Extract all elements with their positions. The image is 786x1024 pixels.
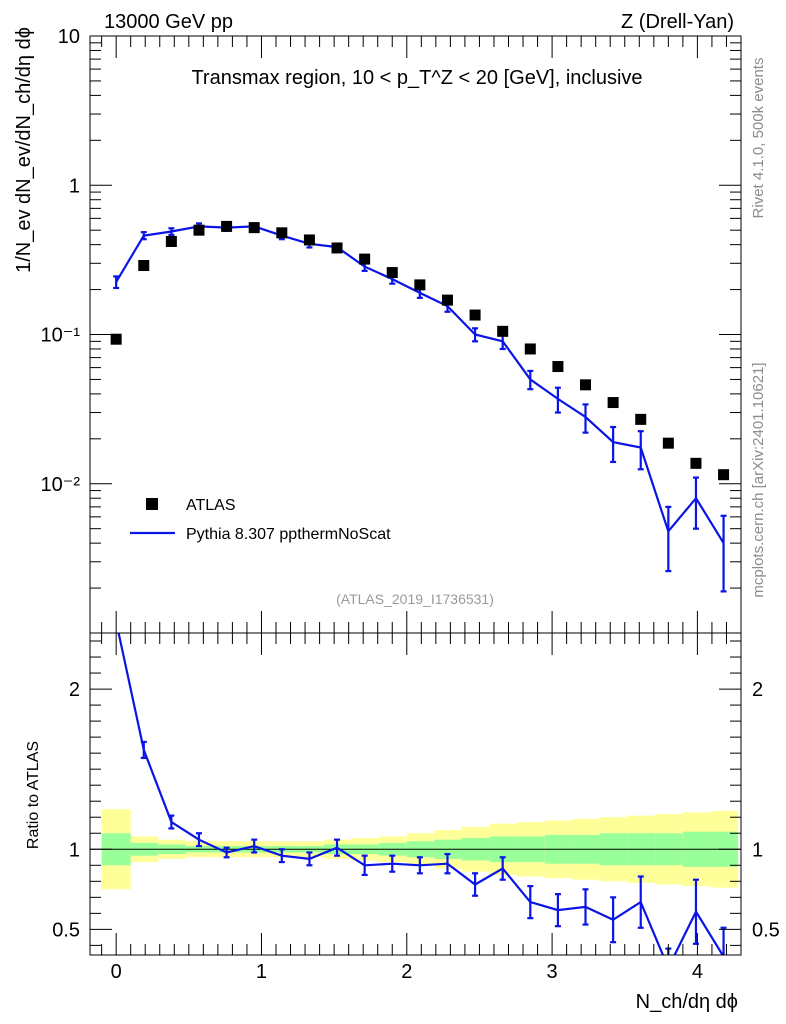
main-y-tick-label: 10⁻² <box>41 474 81 496</box>
ratio-y-axis-label: Ratio to ATLAS <box>25 741 42 849</box>
atlas-data-point <box>662 437 674 449</box>
atlas-data-point <box>524 343 536 355</box>
mcplots-label: mcplots.cern.ch [arXiv:2401.10621] <box>750 362 767 597</box>
atlas-data-point <box>635 413 647 425</box>
main-y-tick-label: 10 <box>58 26 80 48</box>
main-y-tick-labels: 10 1 10⁻¹ 10⁻² <box>41 26 81 496</box>
x-tick-label: 3 <box>547 961 558 983</box>
x-tick-label: 2 <box>401 961 412 983</box>
main-panel: 10 1 10⁻¹ 10⁻² Transmax region, 10 < p_T^Z … <box>13 26 742 634</box>
atlas-data-point <box>303 234 315 246</box>
ratio-panel: 0.5 0.5 1 1 2 2 0 1 2 3 4 Ratio to ATLAS N_ch/dη … <box>25 632 780 1013</box>
ratio-x-ticks <box>101 633 742 955</box>
rivet-label: Rivet 4.1.0, 500k events <box>750 58 767 219</box>
ratio-frame <box>89 632 742 956</box>
atlas-data-point <box>718 469 730 481</box>
x-axis-label: N_ch/dη dϕ <box>636 991 738 1013</box>
atlas-data-point <box>552 361 564 373</box>
atlas-data-point <box>469 309 481 321</box>
legend-atlas-label: ATLAS <box>186 497 236 514</box>
legend-pythia-label: Pythia 8.307 ppthermNoScat <box>186 526 391 543</box>
main-y-tick-label: 1 <box>69 175 80 197</box>
main-y-ticks <box>90 35 741 634</box>
atlas-data-point <box>359 253 371 265</box>
ratio-y-tick-label-right: 1 <box>752 839 763 861</box>
pythia-series-line <box>115 225 725 544</box>
atlas-data-point <box>386 267 398 279</box>
main-marks <box>110 220 730 593</box>
ratio-y-tick-label-right: 2 <box>752 679 763 701</box>
atlas-data-point <box>441 294 453 306</box>
legend-atlas-marker <box>146 498 158 510</box>
atlas-data-point <box>690 457 702 469</box>
ratio-y-ticks <box>90 640 741 946</box>
atlas-data-point <box>607 397 619 409</box>
main-y-tick-label: 10⁻¹ <box>41 325 81 347</box>
atlas-data-point <box>248 222 260 234</box>
atlas-data-point <box>110 333 122 345</box>
atlas-data-point <box>497 325 509 337</box>
ratio-y-tick-labels: 0.5 0.5 1 1 2 2 <box>52 679 780 941</box>
x-tick-labels: 0 1 2 3 4 <box>111 961 703 983</box>
ratio-y-tick-label-left: 2 <box>69 679 80 701</box>
atlas-data-point <box>193 224 205 236</box>
main-x-ticks <box>101 36 742 633</box>
header-right: Z (Drell-Yan) <box>621 11 734 33</box>
atlas-data-point <box>414 279 426 291</box>
atlas-data-point <box>165 235 177 247</box>
ratio-y-tick-label-left: 1 <box>69 839 80 861</box>
ratio-marks <box>117 633 727 955</box>
ratio-y-tick-label-right: 0.5 <box>752 919 780 941</box>
ratio-y-tick-label-left: 0.5 <box>52 919 80 941</box>
atlas-data-point <box>138 259 150 271</box>
ratio-series-line <box>117 633 724 955</box>
header-left: 13000 GeV pp <box>104 11 233 33</box>
main-frame <box>89 35 742 634</box>
x-tick-label: 4 <box>692 961 703 983</box>
analysis-watermark: (ATLAS_2019_I1736531) <box>336 591 494 607</box>
x-tick-label: 1 <box>256 961 267 983</box>
atlas-data-point <box>331 242 343 254</box>
atlas-data-point <box>221 220 233 232</box>
x-tick-label: 0 <box>111 961 122 983</box>
main-y-axis-label: 1/N_ev dN_ev/dN_ch/dη dϕ <box>13 27 35 273</box>
atlas-data-point <box>276 227 288 239</box>
atlas-data-point <box>580 379 592 391</box>
legend: ATLAS Pythia 8.307 ppthermNoScat <box>130 497 391 543</box>
chart-title: Transmax region, 10 < p_T^Z < 20 [GeV], … <box>191 67 642 89</box>
